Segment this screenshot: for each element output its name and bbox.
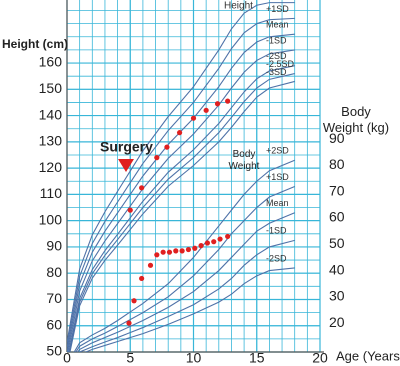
y-axis-label: Height (cm): [2, 37, 68, 51]
curve-label: +1SD: [266, 4, 289, 14]
patient-point: [131, 298, 137, 304]
curves: [67, 2, 295, 352]
y-tick-label: 90: [46, 238, 62, 254]
patient-point: [204, 240, 211, 246]
patient-point: [192, 245, 198, 251]
patient-point: [139, 185, 145, 191]
y2-tick-label: 80: [329, 156, 345, 172]
x-axis-label: Age (Years): [336, 348, 400, 363]
x-tick-label: 5: [126, 350, 134, 366]
patient-point: [179, 248, 185, 254]
curve-label: Mean: [266, 198, 289, 208]
y-tick-label: 60: [46, 316, 62, 332]
patient-point: [190, 115, 197, 121]
patient-point: [203, 107, 209, 113]
patient-point: [211, 239, 217, 245]
patient-point: [139, 275, 145, 282]
patient-point: [166, 249, 173, 255]
y2-tick-label: 70: [329, 182, 345, 198]
reference-curve: [67, 17, 295, 348]
y2-tick-label: 30: [329, 288, 345, 304]
patient-point: [217, 236, 223, 242]
curve-label: -1SD: [266, 35, 287, 45]
y-tick-label: 130: [39, 133, 63, 149]
y-tick-label: 100: [39, 211, 63, 227]
curve-label: -1SD: [266, 226, 287, 236]
patient-point: [160, 249, 166, 255]
y-tick-label: 70: [46, 290, 62, 306]
curve-label: +1SD: [266, 172, 289, 182]
curve-label: +2SD: [266, 146, 289, 156]
x-tick-label: 15: [249, 350, 265, 366]
x-tick-label: 0: [63, 350, 71, 366]
patient-point: [147, 262, 154, 268]
y-tick-label: 140: [39, 106, 63, 122]
y2-tick-label: 40: [329, 261, 345, 277]
x-tick-label: 20: [312, 350, 328, 366]
reference-curve: [78, 239, 295, 352]
grid: [66, 0, 324, 353]
reference-curve: [67, 49, 295, 352]
annotation: Surgery: [100, 139, 153, 155]
reference-curve: [69, 80, 295, 352]
curve-label: -2SD: [266, 51, 287, 61]
y2-tick-label: 20: [329, 314, 345, 330]
y-tick-label: 110: [40, 185, 63, 201]
reference-curve: [77, 212, 295, 352]
y-tick-label: 50: [46, 343, 62, 359]
reference-curve: [68, 65, 295, 352]
patient-point: [198, 243, 204, 249]
annotation-arrow: [118, 159, 134, 172]
patient-point: [127, 207, 133, 213]
reference-curve: [67, 2, 295, 343]
patient-point: [225, 233, 231, 240]
reference-curve: [68, 73, 295, 352]
y-tick-label: 150: [39, 80, 63, 96]
patient-point: [173, 248, 179, 254]
curve-group-label: Height: [224, 1, 253, 12]
curve-label: -2.5SD: [266, 59, 295, 69]
y2-tick-label: 60: [329, 209, 345, 225]
curve-group-label: Body Weight: [228, 149, 260, 172]
labels: 0 5 10 15 20 50 60 70 80 90 100 110 120 130 140 150 160 2…: [39, 4, 345, 366]
y-tick-label: 80: [46, 264, 62, 280]
y2-tick-label: 50: [329, 235, 345, 251]
patient-point: [225, 98, 231, 104]
x-tick-label: 10: [186, 350, 202, 366]
patient-point: [126, 320, 132, 326]
patient-point: [154, 252, 160, 258]
reference-curve: [75, 185, 295, 352]
curve-label: -3SD: [266, 67, 287, 77]
patient-point: [164, 144, 170, 150]
y2-axis-label: Body Weight (kg): [322, 104, 390, 135]
curve-label: Mean: [266, 20, 289, 30]
patient-point: [214, 101, 221, 107]
curve-label: -2SD: [266, 253, 287, 263]
reference-curve: [73, 159, 295, 352]
patient-point: [154, 155, 160, 161]
patient-point: [176, 130, 183, 136]
y-tick-label: 160: [39, 54, 63, 70]
reference-curve: [84, 267, 295, 352]
y-tick-label: 120: [39, 159, 63, 175]
y2-tick-label: 90: [329, 130, 345, 146]
patient-point: [185, 246, 192, 253]
